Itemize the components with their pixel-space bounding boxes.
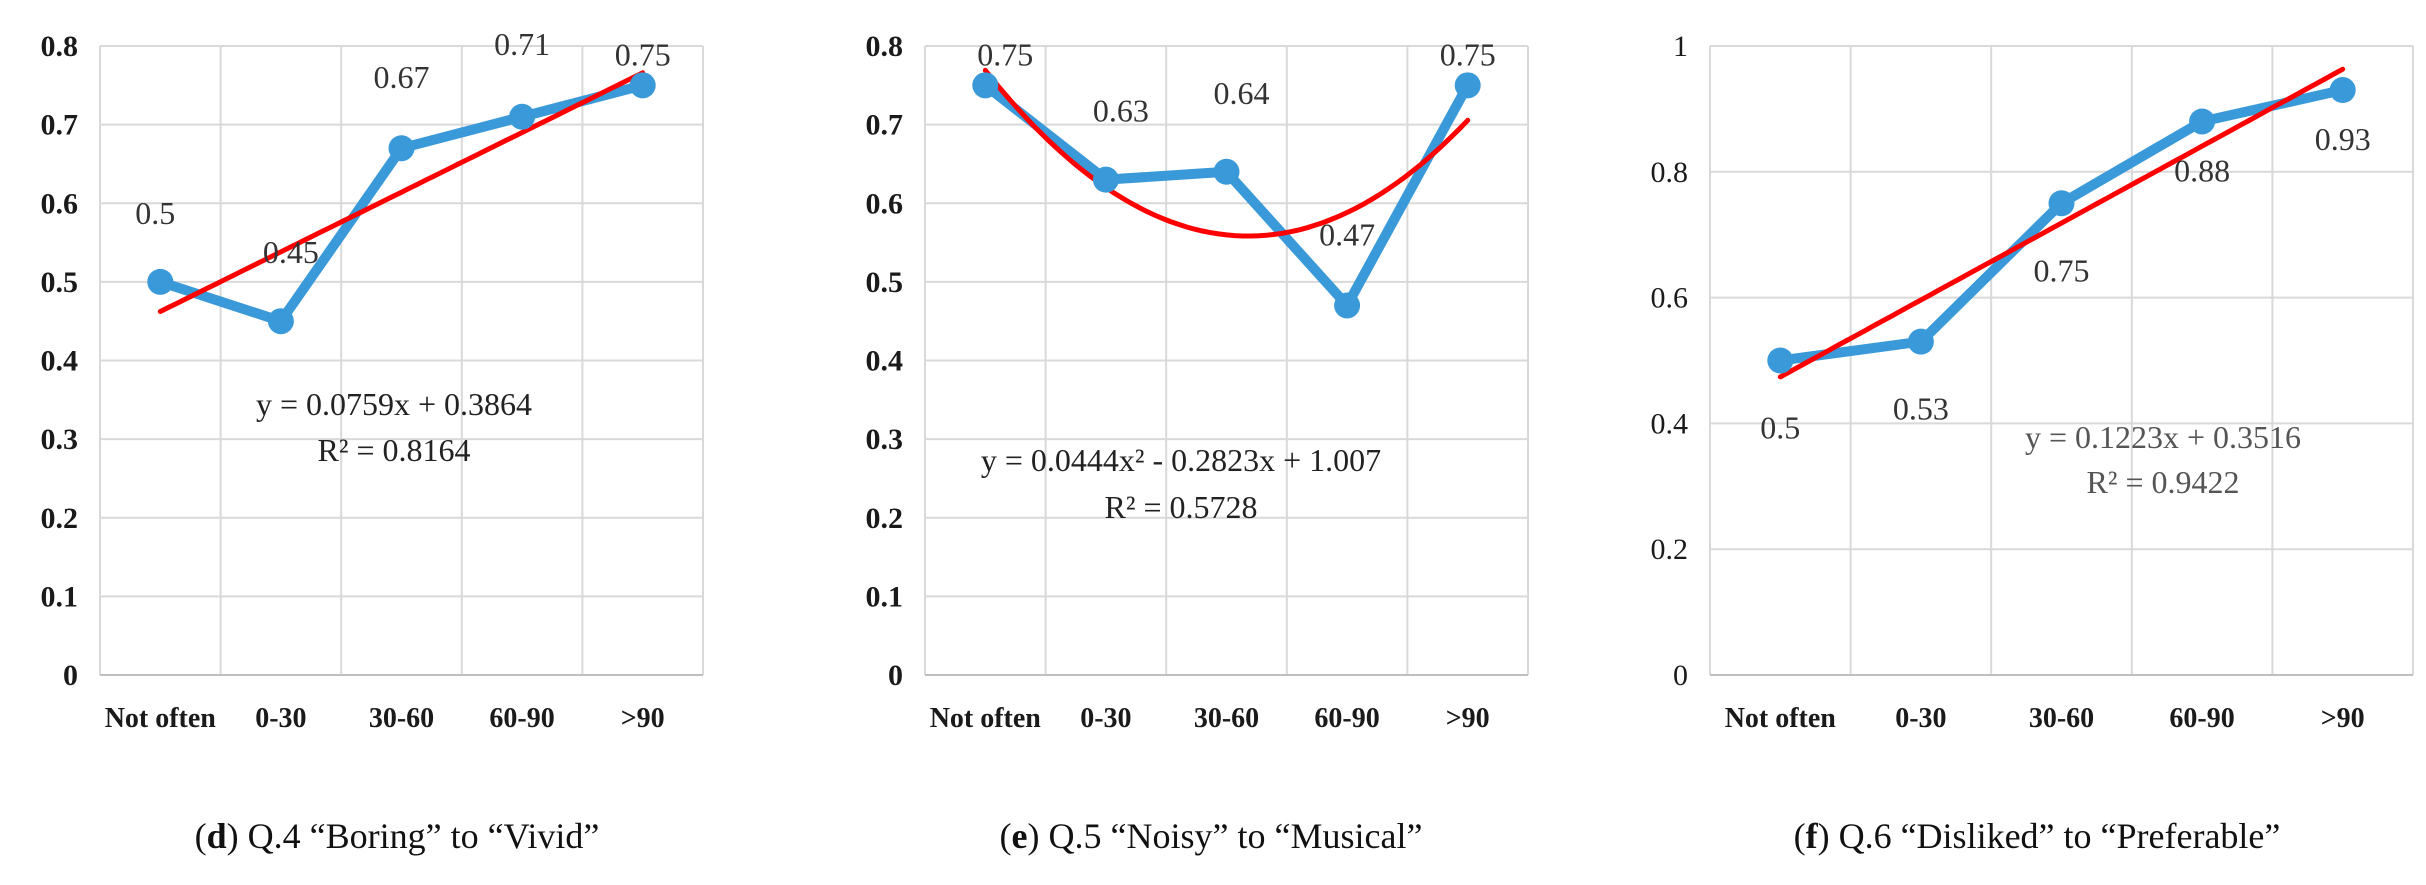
x-tick-label: Not often: [1725, 703, 1837, 734]
trendline: [982, 67, 1471, 239]
data-point: [2189, 108, 2216, 135]
caption-paren: (: [1000, 816, 1012, 856]
y-tick-label: 0.6: [1651, 282, 1689, 315]
chart-f: 0 0.2 0.4 0.6 0.8 1 Not often 0-30 30-60 60-90 >90…: [1651, 30, 2414, 856]
trendline: [157, 70, 646, 314]
y-tick-label: 0.5: [41, 266, 79, 299]
y-tick-label: 0.6: [41, 187, 79, 220]
x-tick-label: 0-30: [1080, 703, 1131, 734]
data-point: [972, 72, 999, 99]
data-point: [2329, 77, 2356, 104]
r-squared-label: R² = 0.5728: [1105, 489, 1258, 525]
y-tick-label: 0: [63, 659, 78, 692]
data-label: 0.5: [1760, 410, 1800, 446]
gridlines: [99, 45, 704, 676]
caption-letter: f: [1806, 816, 1819, 856]
y-tick-label: 0: [888, 659, 903, 692]
data-label: 0.75: [977, 36, 1033, 72]
y-tick-label: 0.3: [41, 423, 79, 456]
x-tick-label: Not often: [930, 703, 1042, 734]
y-tick-label: 0.8: [866, 30, 904, 63]
caption-letter: e: [1012, 816, 1028, 856]
data-label: 0.88: [2174, 152, 2230, 188]
x-tick-label: 30-60: [369, 703, 434, 734]
y-tick-label: 0.6: [866, 187, 904, 220]
x-tick-label: 60-90: [489, 703, 554, 734]
data-label: 0.47: [1319, 216, 1375, 252]
x-tick-label: 60-90: [1314, 703, 1379, 734]
caption-letter: d: [207, 816, 227, 856]
y-tick-label: 0.1: [866, 580, 904, 613]
caption-paren: (: [195, 816, 207, 856]
x-tick-label: >90: [621, 703, 665, 734]
x-tick-label: >90: [2321, 703, 2365, 734]
x-tick-label: 60-90: [2169, 703, 2234, 734]
data-label: 0.45: [263, 234, 319, 270]
data-label: 0.75: [615, 36, 671, 72]
caption-text: ) Q.6 “Disliked” to “Preferable”: [1818, 816, 2281, 856]
y-tick-label: 0.7: [41, 109, 79, 142]
data-point: [147, 268, 174, 295]
caption-text: ) Q.5 “Noisy” to “Musical”: [1028, 816, 1423, 856]
y-tick-label: 0.5: [866, 266, 904, 299]
data-point: [1454, 72, 1481, 99]
data-point: [2048, 190, 2075, 217]
data-label: 0.75: [1440, 36, 1496, 72]
x-tick-label: 0-30: [255, 703, 306, 734]
y-tick-label: 0: [1673, 659, 1688, 692]
x-tick-label: 30-60: [2029, 703, 2094, 734]
data-point: [509, 103, 536, 130]
data-point: [1213, 158, 1240, 185]
data-point: [1334, 292, 1361, 319]
caption-text: ) Q.4 “Boring” to “Vivid”: [227, 816, 600, 856]
y-tick-label: 0.2: [1651, 533, 1689, 566]
data-point: [267, 308, 294, 335]
data-label: 0.63: [1093, 93, 1149, 129]
data-point: [1907, 328, 1934, 355]
data-point: [629, 72, 656, 99]
chart-e: 0 0.1 0.2 0.3 0.4 0.5 0.6 0.7 0.8 Not often 0-30 30…: [866, 30, 1529, 856]
data-label: 0.53: [1893, 391, 1949, 427]
y-tick-label: 0.4: [1651, 407, 1689, 440]
y-tick-label: 0.1: [41, 580, 79, 613]
figure-caption: (f) Q.6 “Disliked” to “Preferable”: [1794, 816, 2281, 856]
figure-caption: (d) Q.4 “Boring” to “Vivid”: [195, 816, 600, 856]
data-label: 0.75: [2034, 252, 2090, 288]
trendline-equation: y = 0.0759x + 0.3864: [256, 386, 532, 422]
trendline-equation: y = 0.0444x² - 0.2823x + 1.007: [981, 442, 1381, 478]
figure-caption: (e) Q.5 “Noisy” to “Musical”: [1000, 816, 1423, 856]
trendline-equation: y = 0.1223x + 0.3516: [2025, 419, 2301, 455]
data-point: [1767, 347, 1794, 374]
y-tick-label: 0.4: [866, 345, 904, 378]
gridlines: [924, 45, 1529, 676]
y-tick-label: 0.7: [866, 109, 904, 142]
series-line: [980, 80, 1473, 311]
x-tick-label: 30-60: [1194, 703, 1259, 734]
y-tick-label: 0.2: [41, 502, 79, 535]
x-tick-label: 0-30: [1895, 703, 1946, 734]
r-squared-label: R² = 0.9422: [2087, 464, 2240, 500]
caption-paren: (: [1794, 816, 1806, 856]
data-label: 0.71: [494, 26, 550, 62]
y-tick-label: 0.8: [41, 30, 79, 63]
trendline: [1777, 66, 2346, 380]
y-tick-label: 1: [1673, 30, 1688, 63]
r-squared-label: R² = 0.8164: [318, 432, 471, 468]
data-label: 0.67: [374, 59, 430, 95]
y-tick-label: 0.4: [41, 345, 79, 378]
data-label: 0.64: [1214, 75, 1270, 111]
gridlines: [1709, 45, 2414, 676]
y-tick-label: 0.3: [866, 423, 904, 456]
data-point: [1092, 166, 1119, 193]
x-tick-label: Not often: [105, 703, 217, 734]
data-point: [388, 135, 415, 162]
y-tick-label: 0.8: [1651, 156, 1689, 189]
chart-d: 0 0.1 0.2 0.3 0.4 0.5 0.6 0.7 0.8 Not often 0-30 30…: [41, 26, 704, 856]
y-tick-label: 0.2: [866, 502, 904, 535]
data-label: 0.5: [135, 195, 175, 231]
x-tick-label: >90: [1446, 703, 1490, 734]
data-label: 0.93: [2315, 121, 2371, 157]
